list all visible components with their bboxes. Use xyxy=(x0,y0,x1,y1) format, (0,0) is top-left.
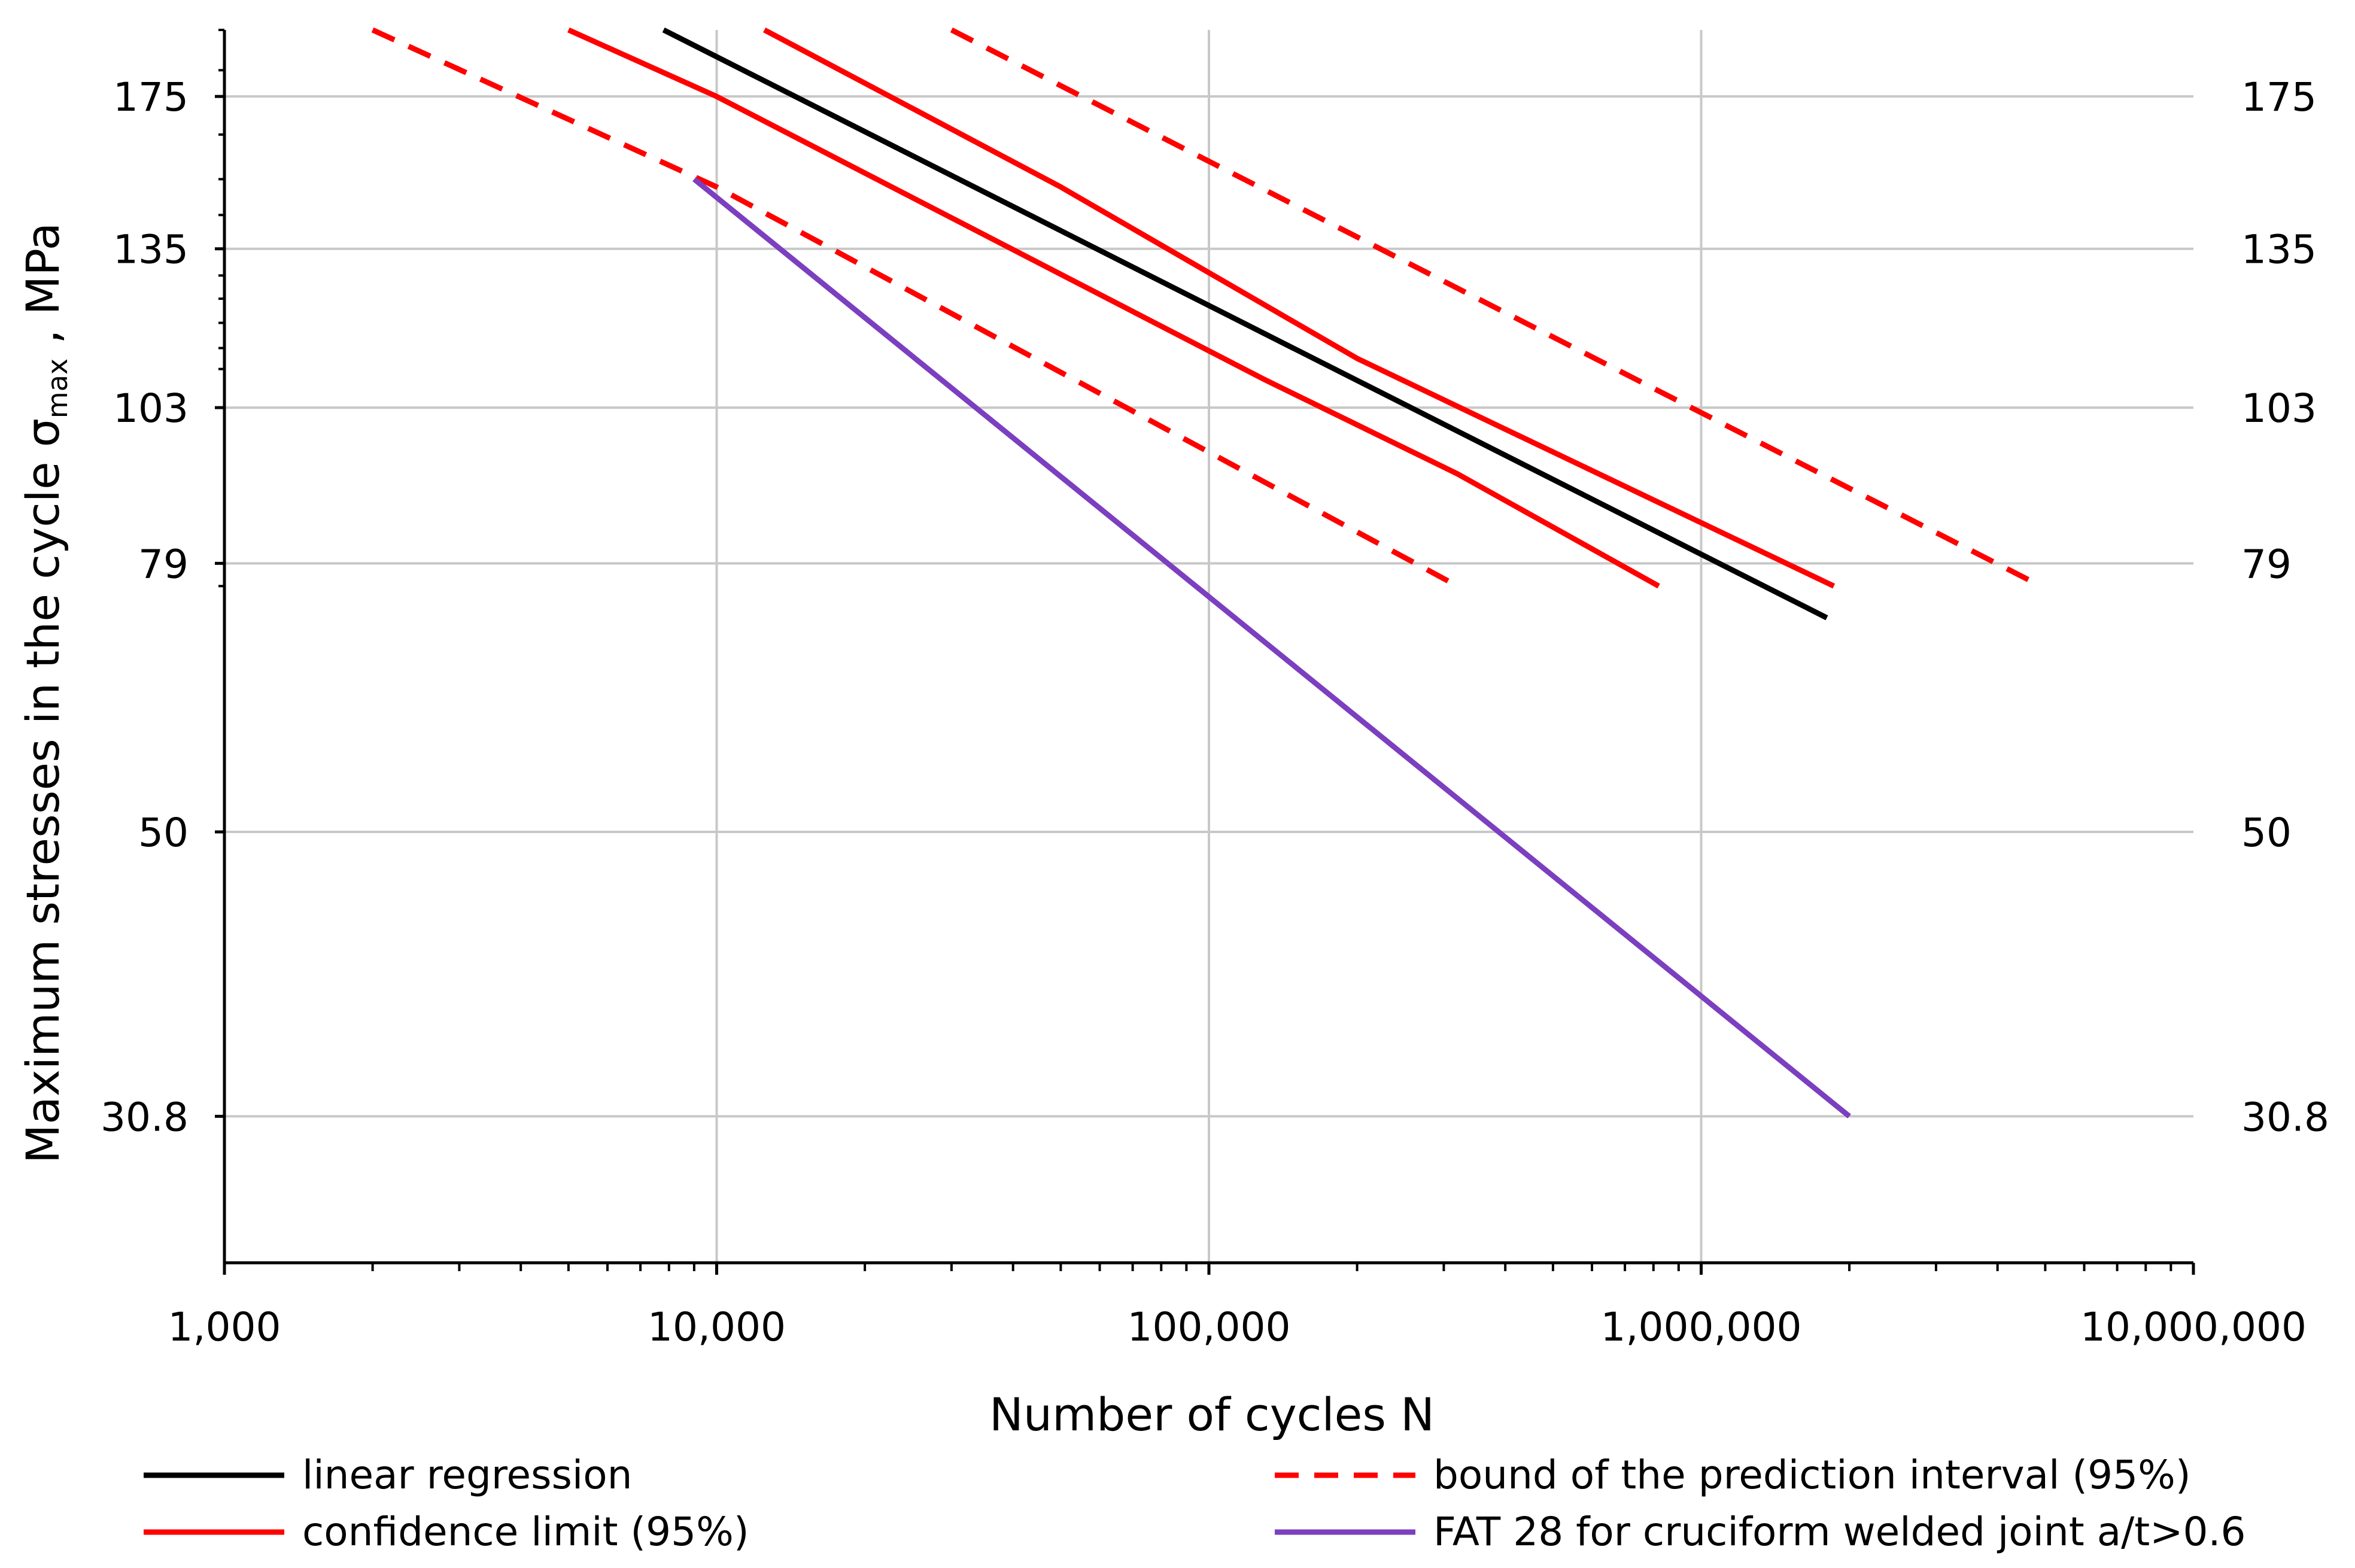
y-tick-label-left-0: 175 xyxy=(113,74,189,120)
legend-label-2: bound of the prediction interval (95%) xyxy=(1433,1452,2191,1498)
series-lines xyxy=(371,27,2043,1119)
y-tick-label-left-1: 135 xyxy=(113,227,189,273)
series-line-0 xyxy=(662,27,1828,621)
tick-labels: 175 175 135 135 103 103 79 79 50 50 30.8 30.8 1,000 1… xyxy=(101,74,2329,1350)
y-tick-label-left-5: 30.8 xyxy=(101,1094,189,1140)
legend: linear regression confidence limit (95%) b… xyxy=(144,1452,2246,1555)
y-tick-label-left-3: 79 xyxy=(138,541,189,587)
y-tick-label-left-4: 50 xyxy=(138,810,189,856)
x-tick-label-1: 10,000 xyxy=(648,1304,786,1350)
x-tick-label-2: 100,000 xyxy=(1128,1304,1291,1350)
y-tick-label-right-2: 103 xyxy=(2241,385,2317,431)
x-tick-label-3: 1,000,000 xyxy=(1601,1304,1802,1350)
legend-label-0: linear regression xyxy=(302,1452,632,1498)
y-axis-title-main: Maximum stresses in the cycle σ xyxy=(16,418,69,1163)
y-tick-label-right-1: 135 xyxy=(2241,227,2317,273)
y-tick-label-right-4: 50 xyxy=(2241,810,2292,856)
y-tick-label-right-3: 79 xyxy=(2241,541,2292,587)
series-line-4 xyxy=(950,27,2043,589)
y-tick-label-right-0: 175 xyxy=(2241,74,2317,120)
series-line-1 xyxy=(567,27,1660,589)
y-axis-title-units: , MPa xyxy=(16,223,69,358)
axes xyxy=(215,29,2195,1275)
y-axis-title: Maximum stresses in the cycle σmax , MPa xyxy=(16,223,74,1163)
x-tick-label-0: 1,000 xyxy=(168,1304,281,1350)
legend-label-1: confidence limit (95%) xyxy=(302,1509,749,1555)
y-tick-label-left-2: 103 xyxy=(113,385,189,431)
y-axis-title-subscript: max xyxy=(41,358,74,418)
y-tick-label-right-5: 30.8 xyxy=(2241,1094,2329,1140)
series-line-2 xyxy=(763,28,1836,589)
x-tick-label-4: 10,000,000 xyxy=(2080,1304,2307,1350)
grid xyxy=(224,30,2193,1263)
legend-label-3: FAT 28 for cruciform welded joint a/t>0.… xyxy=(1433,1509,2246,1555)
series-line-3 xyxy=(371,27,1459,589)
series-line-5 xyxy=(692,177,1851,1119)
x-axis-title: Number of cycles N xyxy=(989,1388,1435,1441)
